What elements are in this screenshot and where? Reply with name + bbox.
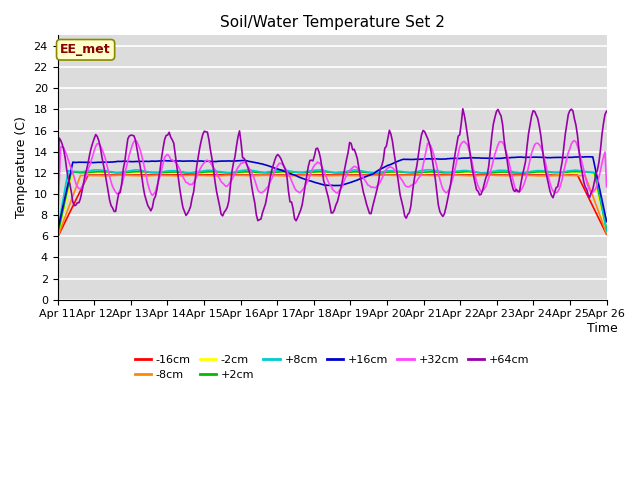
Y-axis label: Temperature (C): Temperature (C) (15, 117, 28, 218)
Text: EE_met: EE_met (60, 43, 111, 56)
Title: Soil/Water Temperature Set 2: Soil/Water Temperature Set 2 (220, 15, 445, 30)
Legend: -16cm, -8cm, -2cm, +2cm, +8cm, +16cm, +32cm, +64cm: -16cm, -8cm, -2cm, +2cm, +8cm, +16cm, +3… (131, 350, 534, 385)
X-axis label: Time: Time (587, 322, 618, 335)
